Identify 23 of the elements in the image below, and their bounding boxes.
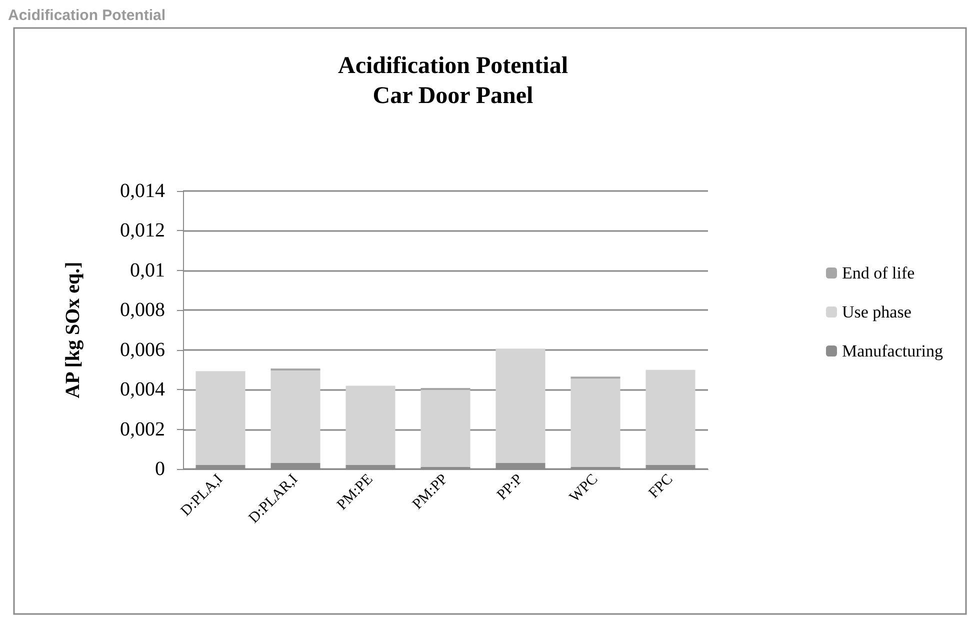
y-tick-label: 0,004 [120,378,165,401]
y-tick-label: 0,008 [120,299,165,322]
bar [196,371,246,466]
text: Acidification Potential [8,7,166,24]
y-tick-label: 0,006 [120,338,165,361]
legend-label: Manufacturing [842,342,944,360]
y-axis-title: AP [kg SOx eq.] [62,262,84,398]
legend-label: End of life [842,264,915,282]
bar [270,370,320,464]
bar [420,390,470,468]
y-tick-label: 0,014 [120,180,165,202]
bar [570,378,620,468]
bar [646,370,696,466]
y-tick-label: 0 [155,458,165,480]
x-tick-label: FPC [646,471,676,502]
y-tick-label: 0,002 [120,418,165,440]
y-tick-label: 0,01 [130,259,165,282]
bar [346,386,396,466]
chart-title: Acidification Potential Car Door Panel [338,53,568,109]
x-tick-label: PP:P [494,471,526,504]
bar [496,348,546,464]
y-tick-label: 0,012 [120,220,165,242]
legend-label: Use phase [842,302,912,322]
